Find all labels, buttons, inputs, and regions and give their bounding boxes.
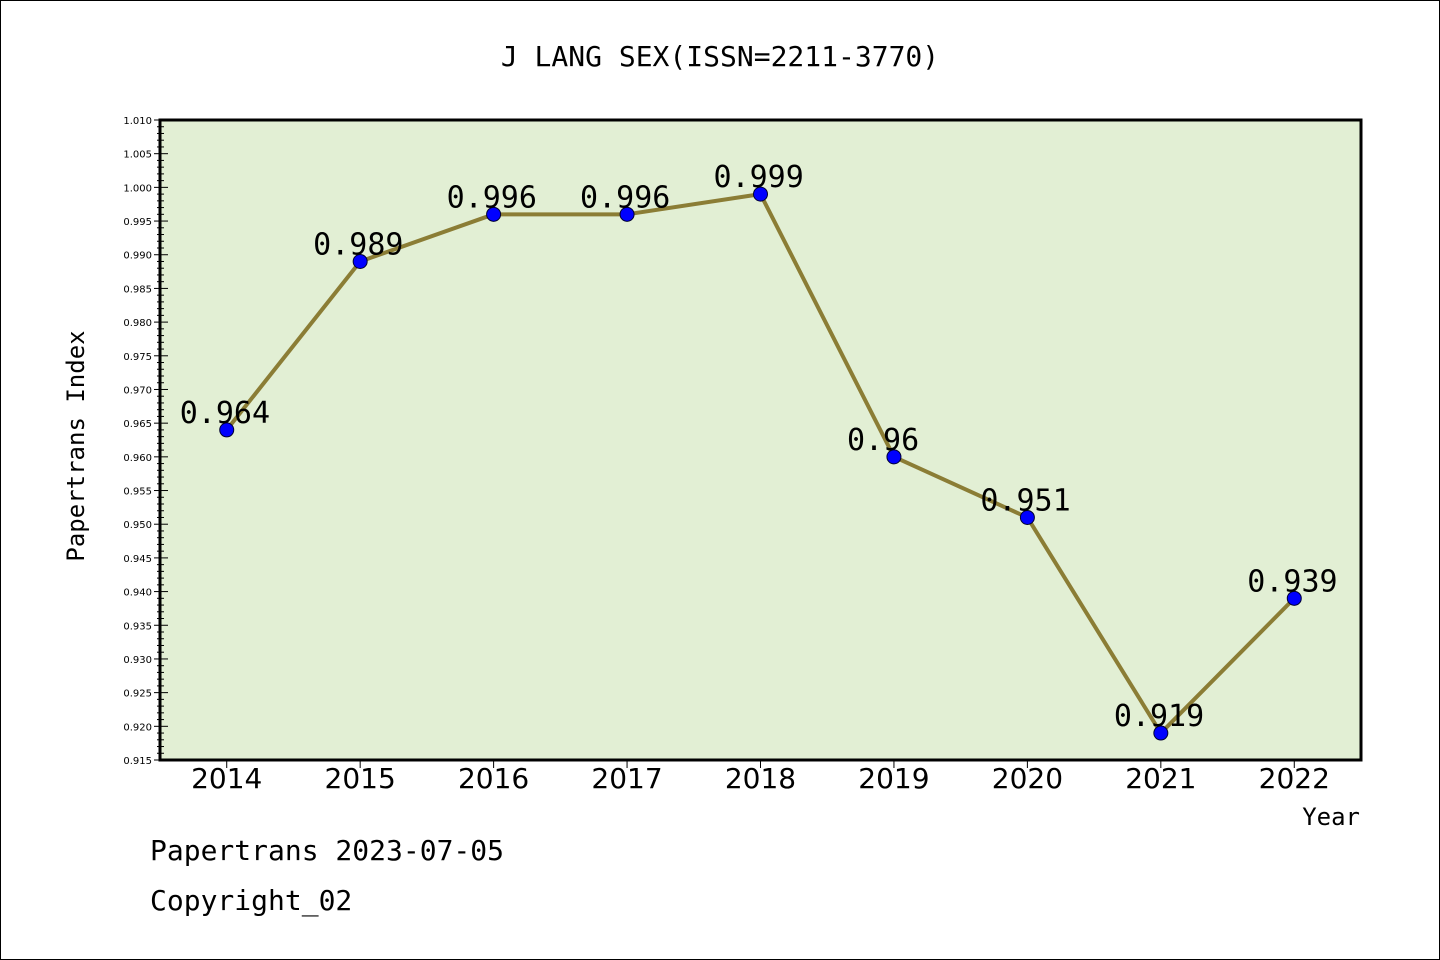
y-axis-label: Papertrans Index — [62, 330, 90, 561]
data-label: 0.964 — [180, 396, 270, 431]
y-tick-label: 0.945 — [123, 554, 152, 565]
x-tick-label: 2014 — [191, 762, 262, 795]
y-tick-label: 0.940 — [123, 588, 152, 599]
y-tick-label: 0.955 — [123, 487, 152, 498]
chart-title: J LANG SEX(ISSN=2211-3770) — [501, 40, 939, 73]
data-label: 0.989 — [313, 227, 403, 262]
footer-date: Papertrans 2023-07-05 — [150, 834, 505, 867]
y-tick-label: 1.010 — [123, 116, 152, 127]
y-tick-label: 0.960 — [123, 453, 152, 464]
data-label: 0.996 — [580, 180, 670, 215]
x-tick-label: 2017 — [591, 762, 662, 795]
x-tick-label: 2016 — [458, 762, 529, 795]
data-point — [219, 422, 235, 438]
data-point — [1286, 590, 1302, 606]
y-tick-label: 0.965 — [123, 419, 152, 430]
data-point — [619, 206, 635, 222]
x-tick-label: 2022 — [1259, 762, 1330, 795]
y-tick-label: 0.925 — [123, 689, 152, 700]
y-tick-label: 0.950 — [123, 520, 152, 531]
data-label: 0.939 — [1247, 564, 1337, 599]
footer-copyright: Copyright_02 — [150, 884, 353, 917]
x-tick-label: 2019 — [858, 762, 929, 795]
data-point — [1153, 725, 1169, 741]
y-tick-label: 0.915 — [123, 756, 152, 767]
data-point — [352, 253, 368, 269]
y-tick-label: 0.975 — [123, 352, 152, 363]
data-label: 0.96 — [847, 423, 919, 458]
data-point — [886, 449, 902, 465]
y-tick-label: 0.990 — [123, 251, 152, 262]
data-label: 0.951 — [980, 483, 1070, 518]
y-tick-label: 1.000 — [123, 183, 152, 194]
y-tick-label: 0.930 — [123, 655, 152, 666]
x-tick-label: 2015 — [325, 762, 396, 795]
plot-border — [158, 118, 1363, 762]
y-tick-label: 0.920 — [123, 722, 152, 733]
y-tick-label: 0.985 — [123, 284, 152, 295]
x-tick-label: 2020 — [992, 762, 1063, 795]
y-tick-label: 0.980 — [123, 318, 152, 329]
data-point — [753, 186, 768, 202]
y-axis: 0.915 0.920 0.925 0.930 0.935 0.940 0.945 0.950… — [123, 116, 168, 767]
data-label: 0.919 — [1114, 699, 1204, 734]
data-label: 0.996 — [447, 180, 537, 215]
x-axis-label: Year — [1302, 803, 1360, 831]
data-label: 0.999 — [714, 160, 804, 195]
y-tick-label: 0.995 — [123, 217, 152, 228]
x-tick-label: 2018 — [725, 762, 796, 795]
y-tick-label: 0.970 — [123, 385, 152, 396]
y-tick-label: 1.005 — [123, 150, 152, 161]
x-axis: 2014 2015 2016 2017 2018 2019 2020 2021 2022 — [191, 760, 1330, 795]
x-tick-label: 2021 — [1125, 762, 1196, 795]
y-tick-label: 0.935 — [123, 621, 152, 632]
data-point — [486, 206, 502, 222]
plot-area — [160, 120, 1361, 760]
series-line-group: 0.964 0.989 0.996 0.996 0.999 0.96 0.951 0.919 0… — [180, 160, 1338, 741]
data-point — [1019, 509, 1035, 525]
